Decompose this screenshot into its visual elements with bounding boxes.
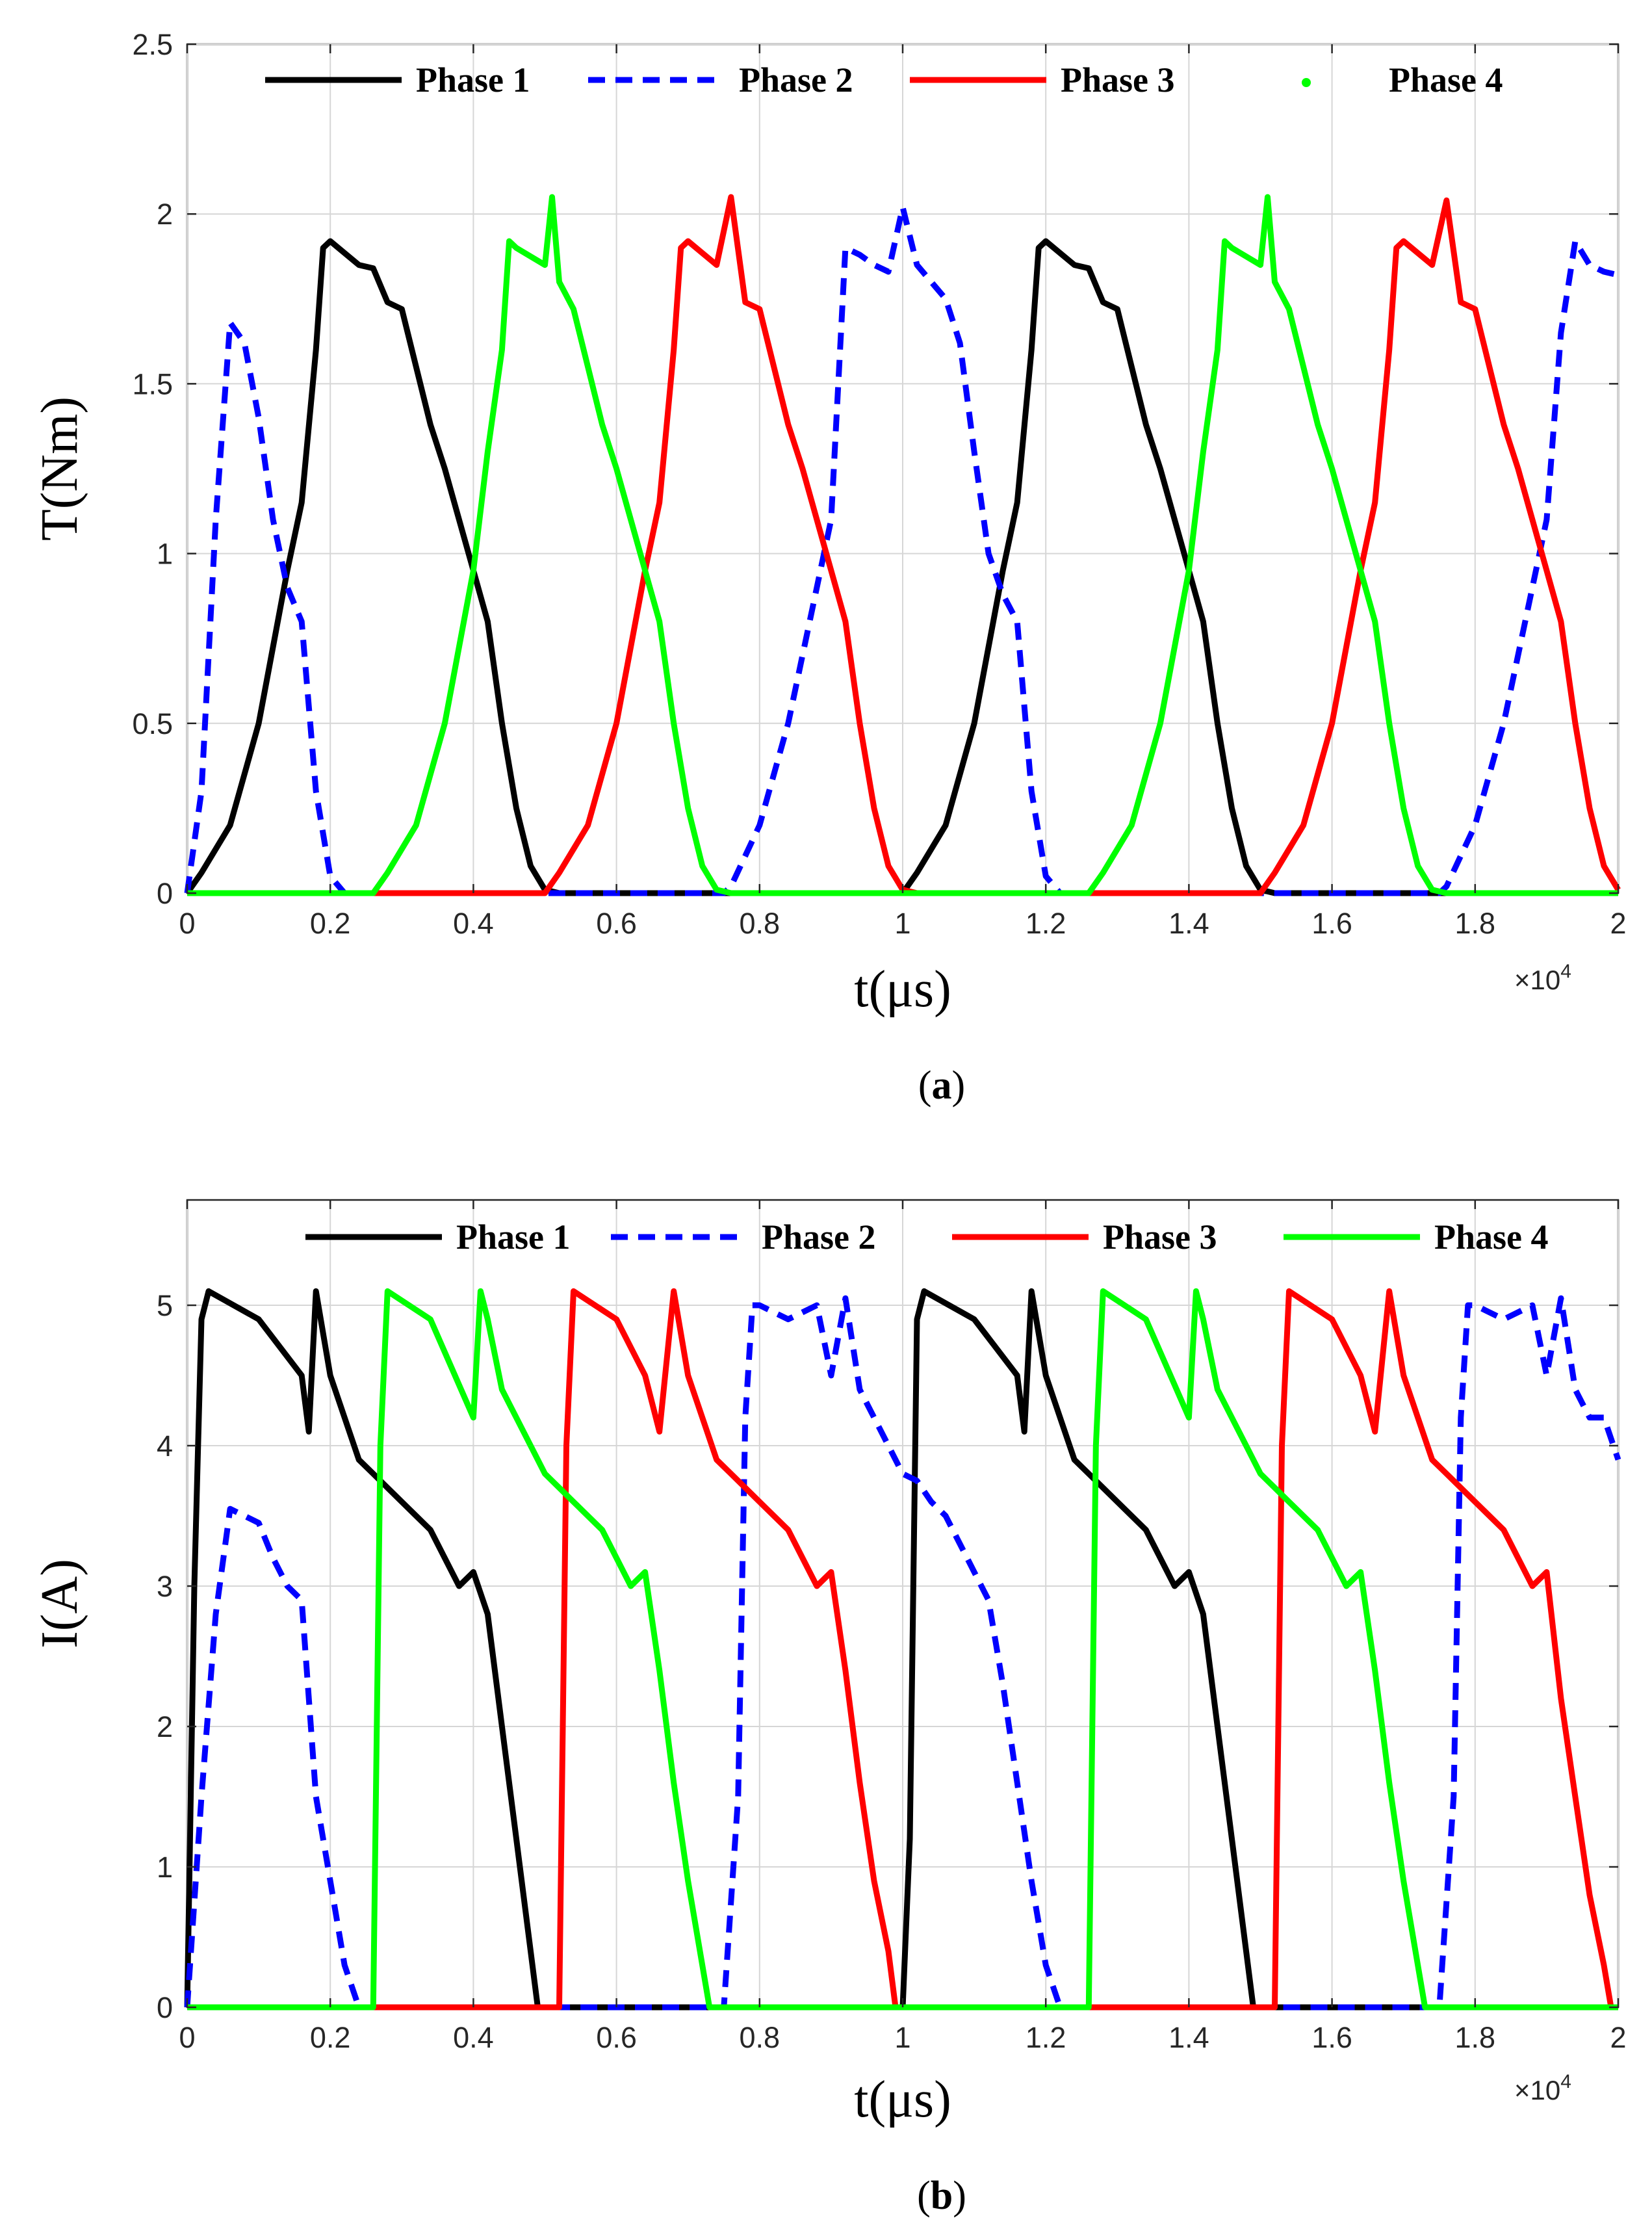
x-tick-label-a: 1.4 [1168,907,1209,940]
x-tick-label-a: 1.8 [1455,907,1496,940]
y-tick-label-b: 3 [157,1570,173,1603]
x-tick-label-b: 0 [179,2021,195,2054]
legend-label-phase-3-b: Phase 3 [1103,1218,1217,1257]
legend-a: Phase 1 Phase 2 Phase 3 Phase 4 [265,60,1503,99]
legend-label-phase-4-b: Phase 4 [1434,1218,1549,1257]
caption-close-paren-b: ) [953,2174,966,2218]
caption-letter-a: a [932,1063,952,1108]
y-tick-label-a: 2.5 [132,28,173,61]
y-tick-label-b: 5 [157,1289,173,1322]
series-line-phase-2-b [184,1295,1621,2011]
y-tick-label-a: 0.5 [132,707,173,740]
x-tick-label-a: 1 [894,907,910,940]
y-tick-label-b: 0 [157,1991,173,2024]
y-axis-label-b: I(A) [31,1559,88,1648]
x-multiplier-a: ×104 [1514,961,1571,995]
legend-b: Phase 1 Phase 2 Phase 3 Phase 4 [305,1218,1549,1257]
y-tick-label-a: 1 [157,538,173,571]
legend-label-phase-2-a: Phase 2 [739,60,853,99]
y-tick-label-b: 2 [157,1710,173,1743]
y-tick-label-a: 1.5 [132,367,173,400]
y-axis-label-a: T(Nm) [31,397,88,541]
chart-panel-a: 0 0.2 0.4 0.6 0.8 1 1.2 1.4 1.6 1.8 200.511.522.5 … [31,28,1627,1108]
x-tick-label-a: 0.4 [453,907,494,940]
legend-label-phase-3-a: Phase 3 [1061,60,1175,99]
x-multiplier-exp-b: 4 [1560,2071,1571,2092]
x-tick-label-a: 0.2 [310,907,351,940]
x-multiplier-b: ×104 [1514,2071,1571,2105]
grid-a [187,44,1619,894]
x-tick-label-a: 1.2 [1026,907,1066,940]
x-tick-label-b: 0.4 [453,2021,494,2054]
caption-letter-b: b [931,2174,953,2218]
series-line-phase-4-b [187,1288,1618,2011]
caption-b: (b) [917,2174,966,2218]
caption-close-paren-a: ) [952,1063,966,1108]
x-tick-label-b: 1.2 [1026,2021,1066,2054]
x-tick-label-b: 0.2 [310,2021,351,2054]
chart-panel-b: 0 0.2 0.4 0.6 0.8 1 1.2 1.4 1.6 1.8 2 0 1 2 3 4 5 Phase … [31,1199,1627,2218]
x-axis-label-a: t(μs) [854,961,951,1018]
ticks-a: 0 0.2 0.4 0.6 0.8 1 1.2 1.4 1.6 1.8 2 0 0.5 1 1.5 2 2.5 [132,28,1626,940]
x-tick-label-b: 2 [1610,2021,1626,2054]
legend-label-phase-2-b: Phase 2 [762,1218,876,1257]
series-line-phase-4-a [187,194,1618,896]
x-multiplier-base-b: ×10 [1514,2075,1560,2105]
x-axis-label-b: t(μs) [854,2071,951,2128]
x-tick-label-b: 0.6 [596,2021,637,2054]
x-tick-label-a: 0.6 [596,907,637,940]
x-tick-label-a: 0 [179,907,195,940]
x-tick-label-a: 1.6 [1311,907,1352,940]
y-tick-label-a: 0 [157,877,173,910]
x-tick-label-a: 2 [1610,907,1626,940]
x-multiplier-base-a: ×10 [1514,965,1560,995]
y-tick-label-b: 1 [157,1851,173,1884]
x-multiplier-exp-a: 4 [1560,961,1571,982]
caption-a: (a) [918,1063,965,1108]
y-tick-label-b: 4 [157,1429,173,1463]
caption-open-paren-a: ( [918,1063,932,1108]
legend-marker-phase-4-a [1302,78,1311,87]
legend-label-phase-1-b: Phase 1 [456,1218,571,1257]
legend-label-phase-4-a: Phase 4 [1389,60,1503,99]
legend-label-phase-1-a: Phase 1 [416,60,530,99]
x-tick-label-b: 1.4 [1168,2021,1209,2054]
caption-open-paren-b: ( [917,2174,931,2218]
series-line-phase-2-a [184,204,1620,896]
ticks-b: 0 0.2 0.4 0.6 0.8 1 1.2 1.4 1.6 1.8 2 0 1 2 3 4 5 [157,1200,1627,2054]
x-tick-label-b: 0.8 [740,2021,781,2054]
y-tick-label-a: 2 [157,198,173,231]
x-tick-label-b: 1.6 [1311,2021,1352,2054]
x-tick-label-a: 0.8 [740,907,781,940]
x-tick-label-b: 1.8 [1455,2021,1496,2054]
x-tick-label-b: 1 [894,2021,910,2054]
